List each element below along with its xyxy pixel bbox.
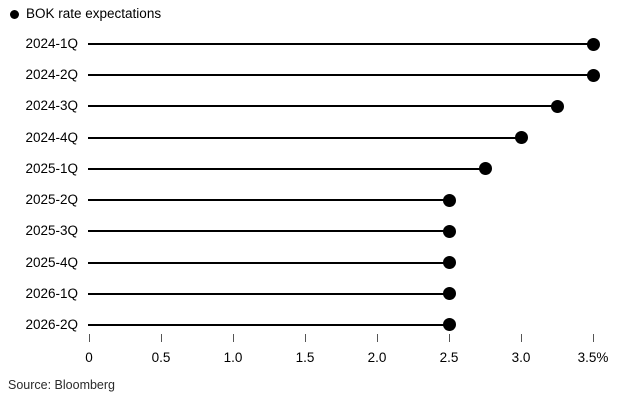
x-axis-tick — [88, 334, 90, 342]
row-label: 2024-2Q — [25, 67, 78, 83]
data-point-dot — [442, 224, 456, 238]
row-label: 2024-4Q — [25, 129, 78, 145]
row-label: 2026-1Q — [25, 285, 78, 301]
x-axis-tick — [592, 334, 594, 342]
x-axis-tick-label: 0.5 — [151, 350, 171, 365]
x-axis-tick — [160, 334, 162, 342]
stem-line — [88, 136, 521, 139]
row-label: 2025-2Q — [25, 192, 78, 208]
data-point-dot — [478, 162, 492, 176]
stem-line — [88, 230, 449, 233]
x-axis-tick — [520, 334, 522, 342]
row-label: 2025-3Q — [25, 223, 78, 239]
row-label: 2025-1Q — [25, 160, 78, 176]
x-axis-tick-label: 3.0 — [511, 350, 531, 365]
source-note: Source: Bloomberg — [8, 378, 116, 392]
x-axis-tick — [448, 334, 450, 342]
stem-line — [88, 199, 449, 202]
data-point-dot — [442, 193, 456, 207]
x-axis-tick — [304, 334, 306, 342]
stem-line — [88, 323, 449, 326]
data-point-dot — [442, 256, 456, 270]
x-axis-tick-label: 0 — [85, 350, 93, 365]
x-axis-tick — [376, 334, 378, 342]
row-label: 2026-2Q — [25, 316, 78, 332]
x-axis-tick-label: 1.0 — [223, 350, 243, 365]
legend-dot-icon — [10, 9, 19, 19]
row-label: 2024-3Q — [25, 98, 78, 114]
data-point-dot — [442, 318, 456, 332]
legend-label: BOK rate expectations — [26, 6, 162, 21]
data-point-dot — [514, 131, 528, 145]
data-point-dot — [586, 68, 600, 82]
x-axis-tick-label: 3.5% — [577, 350, 609, 365]
legend: BOK rate expectations — [10, 6, 161, 22]
stem-line — [88, 292, 449, 295]
stem-line — [88, 43, 593, 45]
stem-line — [88, 74, 593, 77]
stem-line — [88, 261, 449, 264]
x-axis-tick-label: 2.0 — [367, 350, 387, 365]
x-axis-tick — [232, 334, 234, 342]
row-label: 2024-1Q — [25, 36, 78, 51]
data-point-dot — [550, 99, 564, 113]
data-point-dot — [442, 287, 456, 301]
x-axis-tick-label: 2.5 — [439, 350, 459, 365]
stem-line — [88, 167, 485, 170]
x-axis-tick-label: 1.5 — [295, 350, 315, 365]
stem-line — [88, 105, 557, 108]
data-point-dot — [586, 37, 600, 51]
row-label: 2025-4Q — [25, 254, 78, 270]
